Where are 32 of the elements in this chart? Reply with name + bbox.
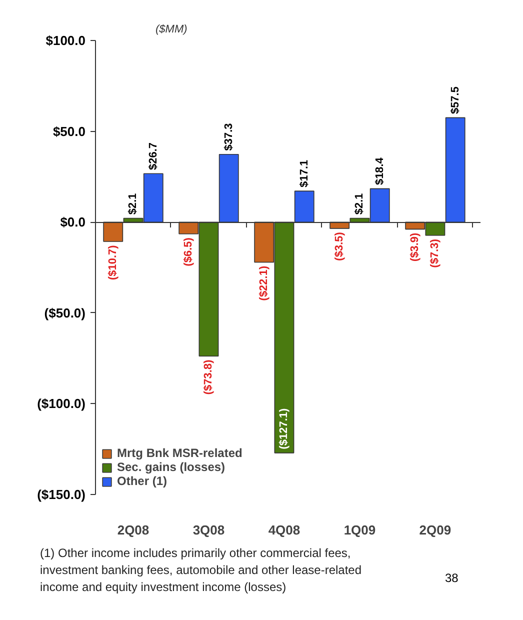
data-label: ($127.1) <box>278 408 290 450</box>
data-label: ($3.5) <box>334 232 346 261</box>
legend-label: Mrtg Bnk MSR-related <box>117 446 242 460</box>
x-tick-label: 2Q08 <box>117 522 150 538</box>
x-tick-label: 2Q09 <box>419 522 452 538</box>
y-tick-label: ($150.0) <box>37 487 86 502</box>
y-axis-title: ($MM) <box>156 24 188 36</box>
data-label: $2.1 <box>127 193 140 215</box>
data-label: ($73.8) <box>202 359 215 395</box>
x-tick-label: 3Q08 <box>192 522 225 538</box>
legend-label: Sec. gains (losses) <box>117 460 226 474</box>
y-tick-label: $50.0 <box>52 124 86 139</box>
data-label: ($22.1) <box>258 266 270 301</box>
y-tick-label: ($50.0) <box>44 305 86 320</box>
y-tick-label: $0.0 <box>60 214 86 230</box>
text: (1) Other income includes primarily other commercial fees, investment banking fees, automobile and other lease-related income and equity investment income (losses) <box>40 545 363 596</box>
data-label: $57.5 <box>449 86 462 114</box>
y-tick-label: ($100.0) <box>37 396 86 412</box>
x-tick-label: 4Q08 <box>268 522 300 538</box>
data-label: ($10.7) <box>107 244 120 280</box>
data-label: $2.1 <box>354 193 366 215</box>
legend-label: Other (1) <box>117 474 168 488</box>
data-label: ($7.3) <box>429 238 442 268</box>
y-tick-label: $100.0 <box>46 33 86 48</box>
data-label: $17.1 <box>298 160 310 188</box>
data-label: $26.7 <box>147 142 160 170</box>
data-label: $18.4 <box>374 156 386 186</box>
data-label: $37.3 <box>222 123 235 151</box>
text: 38 <box>445 570 458 587</box>
data-label: ($3.9) <box>409 232 422 262</box>
data-label: ($6.5) <box>182 237 195 266</box>
x-tick-label: 1Q09 <box>344 522 376 538</box>
